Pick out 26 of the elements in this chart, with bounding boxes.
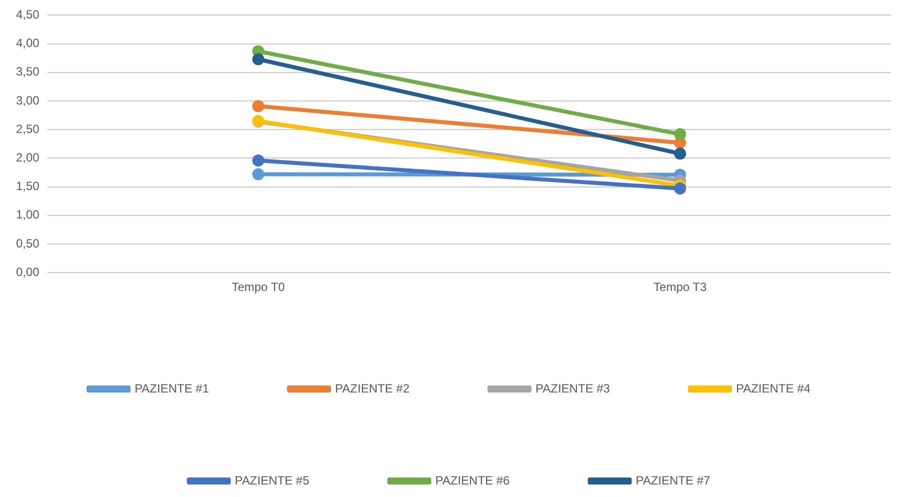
y-tick-label: 1,50 [16,179,40,194]
point [252,53,264,66]
legend-label: PAZIENTE #3 [536,381,610,396]
y-tick-label: 0,50 [16,236,40,250]
y-tick-label: 3,50 [16,64,40,79]
x-tick-label: Tempo T0 [232,280,286,294]
point [252,100,264,112]
y-tick-label: 0,00 [16,264,40,279]
y-tick-label: 1,00 [16,208,40,222]
y-tick-label: 4,00 [16,36,40,50]
y-tick-label: 4,50 [16,8,40,22]
point [674,148,686,160]
legend-label: PAZIENTE #7 [636,473,711,488]
legend-label: PAZIENTE #4 [736,381,811,396]
point [674,128,686,140]
point [674,182,686,195]
x-tick-label: Tempo T3 [654,280,707,294]
legend-label: PAZIENTE #5 [234,473,310,488]
point [252,154,264,166]
point [252,168,264,180]
legend-label: PAZIENTE #2 [335,381,410,396]
y-tick-label: 3,00 [16,93,40,108]
y-tick-label: 2,50 [16,122,40,136]
legend-label: PAZIENTE #6 [435,473,510,488]
y-tick-label: 2,00 [16,150,40,165]
legend-label: PAZIENTE #1 [134,381,210,396]
